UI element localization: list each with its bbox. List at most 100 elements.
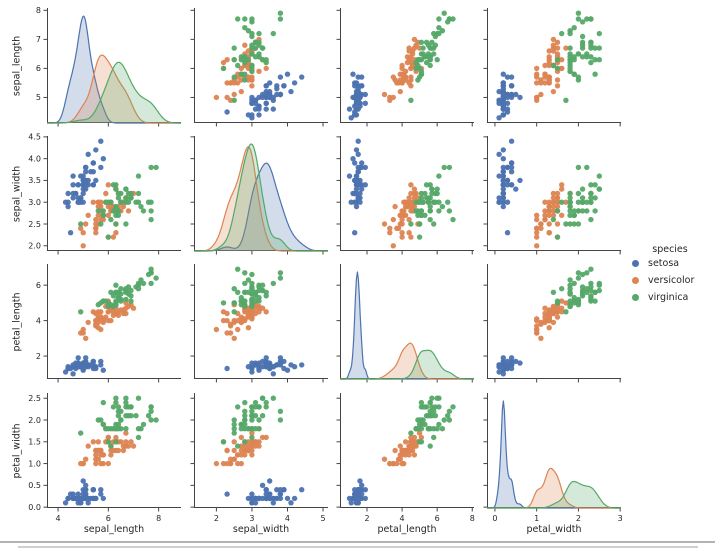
cell-petal_width-vs-petal_length: 2 4 6 8 <box>336 393 475 523</box>
cell-sepal_length-vs-petal_length <box>336 8 474 127</box>
legend-label: setosa <box>648 258 680 269</box>
window-bottom-border <box>0 541 715 543</box>
diag-kde-sepal_width <box>190 136 328 255</box>
cell-sepal_width-vs-petal_width <box>483 136 621 255</box>
cell-petal_length-vs-petal_width <box>483 264 621 383</box>
scatter-points-setosa <box>62 478 106 506</box>
cell-petal_width-vs-sepal_length: 4 6 8 0.0 0.5 1.0 1.5 2.0 2.5 <box>28 393 181 523</box>
scatter-points-setosa <box>224 355 305 377</box>
y-tick-label: 2 <box>36 352 41 361</box>
cell-petal_length-vs-sepal_length: 2 4 6 <box>36 264 181 383</box>
scatter-points-setosa <box>496 138 523 236</box>
scatter-points-versicolor <box>78 426 137 467</box>
scatter-points-virginica <box>550 266 602 315</box>
kde-curve-setosa <box>194 162 328 252</box>
x-tick-label: 6 <box>435 514 440 523</box>
scatter-points-virginica <box>408 395 456 449</box>
y-tick-label: 8 <box>36 6 41 15</box>
x-tick-label: 4 <box>400 514 405 523</box>
scatter-points-setosa <box>346 138 368 236</box>
legend-item-versicolor: versicolor <box>632 275 712 286</box>
y-axis-label-petal_width: petal_width <box>11 423 23 478</box>
cell-petal_width-vs-sepal_width: 2 3 4 5 <box>190 393 328 523</box>
y-tick-label: 1.5 <box>28 438 41 447</box>
diag-kde-sepal_length: 5 6 7 8 <box>36 6 181 127</box>
x-tick-label: 6 <box>106 514 111 523</box>
x-tick-label: 5 <box>320 514 325 523</box>
scatter-points-setosa <box>496 71 523 121</box>
scatter-points-virginica <box>78 266 159 315</box>
y-axis-label-sepal_width: sepal_width <box>11 165 23 222</box>
legend-title: species <box>652 244 688 255</box>
virginica-marker-icon <box>632 294 639 301</box>
legend-label: virginica <box>648 292 689 303</box>
x-tick-label: 3 <box>618 514 623 523</box>
y-tick-label: 7 <box>36 35 41 44</box>
scatter-points-virginica <box>220 10 284 104</box>
y-tick-label: 0.5 <box>28 481 41 490</box>
scatter-points-versicolor <box>534 298 573 341</box>
setosa-marker-icon <box>632 260 639 267</box>
y-tick-label: 5 <box>36 93 41 102</box>
scatter-points-setosa <box>62 355 106 377</box>
kde-curve-virginica <box>47 61 181 124</box>
x-tick-label: 4 <box>56 514 61 523</box>
legend-label: versicolor <box>648 275 695 286</box>
x-tick-label: 2 <box>364 514 369 523</box>
legend: species setosa versicolor virginica <box>628 244 712 309</box>
y-tick-label: 6 <box>36 64 41 73</box>
y-tick-label: 2.5 <box>28 220 41 229</box>
cell-petal_length-vs-sepal_width <box>190 264 328 383</box>
y-axis-label-petal_length: petal_length <box>11 291 23 352</box>
y-tick-label: 2.5 <box>28 394 41 403</box>
scatter-points-setosa <box>346 478 368 506</box>
scatter-points-virginica <box>78 395 159 449</box>
scatter-points-virginica <box>550 164 602 240</box>
x-axis-label-petal_length: petal_length <box>377 524 437 535</box>
scatter-points-virginica <box>78 164 159 240</box>
scatter-points-virginica <box>550 10 602 104</box>
y-tick-label: 2.0 <box>28 242 41 251</box>
diag-kde-petal_width: 0 1 2 3 <box>483 393 623 523</box>
scatter-points-versicolor <box>213 426 269 467</box>
y-tick-label: 4.0 <box>28 154 41 163</box>
x-tick-label: 4 <box>285 514 290 523</box>
x-axis-label-sepal_length: sepal_length <box>83 524 145 535</box>
scatter-points-versicolor <box>381 426 425 467</box>
legend-item-virginica: virginica <box>632 292 712 303</box>
scatter-points-versicolor <box>534 182 573 249</box>
x-tick-label: 8 <box>156 514 161 523</box>
scatter-points-virginica <box>220 266 284 315</box>
scatter-points-setosa <box>346 71 368 121</box>
y-tick-label: 4.5 <box>28 133 41 142</box>
cell-sepal_length-vs-petal_width <box>483 8 621 127</box>
x-tick-label: 2 <box>214 514 219 523</box>
y-axis-label-sepal_length: sepal_length <box>11 35 23 96</box>
scatter-points-virginica <box>408 164 456 240</box>
x-tick-label: 1 <box>534 514 539 523</box>
cell-sepal_length-vs-sepal_width <box>190 8 328 127</box>
cell-sepal_width-vs-petal_length <box>336 136 474 255</box>
x-axis-label-petal_width: petal_width <box>526 524 582 535</box>
kde-curve-virginica <box>487 480 621 509</box>
x-axis-label-sepal_width: sepal_width <box>232 524 290 535</box>
kde-curve-virginica <box>194 143 328 252</box>
bottom-divider <box>18 546 698 548</box>
versicolor-marker-icon <box>632 277 639 284</box>
y-tick-label: 0.0 <box>28 503 41 512</box>
legend-item-setosa: setosa <box>632 258 712 269</box>
cell-sepal_width-vs-sepal_length: 2.0 2.5 3.0 3.5 4.0 4.5 <box>28 133 181 255</box>
y-tick-label: 4 <box>36 316 41 325</box>
scatter-points-setosa <box>224 71 305 121</box>
x-tick-label: 2 <box>576 514 581 523</box>
x-tick-label: 8 <box>470 514 475 523</box>
scatter-points-versicolor <box>534 36 573 104</box>
y-tick-label: 2.0 <box>28 416 41 425</box>
scatter-points-versicolor <box>381 36 425 104</box>
x-tick-label: 0 <box>492 514 497 523</box>
scatter-points-virginica <box>408 10 456 104</box>
x-tick-label: 3 <box>249 514 254 523</box>
diag-kde-petal_length <box>336 264 474 383</box>
scatter-points-virginica <box>220 395 284 449</box>
